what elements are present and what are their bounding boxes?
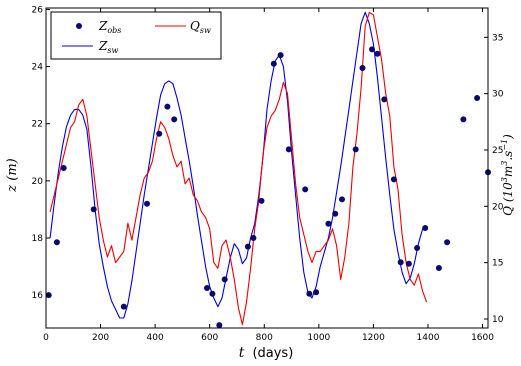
series-clip-group bbox=[49, 11, 428, 326]
plot-background bbox=[46, 8, 488, 328]
data-point-zobs bbox=[270, 60, 277, 67]
data-point-zobs bbox=[209, 290, 216, 297]
data-point-zobs bbox=[444, 239, 451, 246]
legend-label-zobs: Zobs bbox=[98, 19, 121, 35]
y-axis-right-title: Q (103m3.s−1) bbox=[500, 134, 515, 216]
data-point-zobs bbox=[474, 95, 481, 101]
data-point-zobs bbox=[53, 239, 60, 246]
y-tick-label-right: 25 bbox=[492, 146, 503, 156]
y-tick-label-left: 20 bbox=[32, 177, 44, 187]
data-point-zobs bbox=[171, 116, 178, 123]
x-tick-label: 0 bbox=[43, 333, 49, 343]
legend-label-zsw: Zsw bbox=[98, 39, 118, 55]
y-tick-label-left: 16 bbox=[32, 291, 44, 301]
series-line-qsw bbox=[49, 11, 428, 326]
data-point-zobs bbox=[277, 52, 284, 59]
x-tick-label: 200 bbox=[92, 333, 109, 343]
data-point-zobs bbox=[244, 243, 251, 250]
x-tick-label: 1400 bbox=[417, 333, 440, 343]
legend-marker-zobs bbox=[76, 23, 82, 29]
data-point-zobs bbox=[156, 130, 163, 137]
x-axis-var: t bbox=[239, 345, 245, 361]
x-tick-label: 800 bbox=[256, 333, 273, 343]
y-axis-right-sup2: 3 bbox=[500, 161, 509, 166]
y-tick-label-left: 26 bbox=[32, 5, 44, 15]
data-point-zobs bbox=[144, 200, 150, 207]
data-point-zobs bbox=[405, 260, 412, 267]
data-point-zobs bbox=[325, 220, 332, 227]
data-point-zobs bbox=[306, 290, 313, 297]
data-point-zobs bbox=[60, 165, 67, 171]
y-axis-right-sup1: 3 bbox=[500, 177, 509, 182]
x-tick-label: 1600 bbox=[471, 333, 494, 343]
data-point-zobs bbox=[414, 245, 421, 251]
data-point-zobs bbox=[390, 176, 397, 183]
data-point-zobs bbox=[339, 196, 345, 203]
x-tick-label: 400 bbox=[147, 333, 164, 343]
y-tick-label-right: 35 bbox=[492, 33, 503, 43]
data-point-zobs bbox=[381, 96, 388, 103]
y-axis-right-end: ) bbox=[501, 134, 515, 140]
y-axis-right-mid2: .s bbox=[501, 151, 515, 161]
x-axis-title: t (days) bbox=[239, 342, 294, 361]
x-tick-label: 600 bbox=[201, 333, 218, 343]
legend-box bbox=[50, 11, 222, 60]
y-axis-left-title: z (m) bbox=[5, 158, 20, 192]
data-point-zobs bbox=[221, 276, 228, 283]
x-axis-unit: (days) bbox=[252, 346, 293, 361]
plot-frame bbox=[45, 7, 489, 329]
data-point-zobs bbox=[332, 210, 339, 217]
data-point-zobs bbox=[216, 322, 223, 329]
data-point-zobs bbox=[302, 186, 309, 193]
x-tick-label: 1000 bbox=[307, 333, 330, 343]
data-point-zobs bbox=[90, 206, 97, 213]
data-point-zobs bbox=[369, 46, 375, 53]
data-point-zobs bbox=[120, 303, 127, 310]
legend-label-qsw: Qsw bbox=[190, 19, 211, 35]
series-line-zsw bbox=[49, 11, 427, 319]
data-point-zobs bbox=[204, 285, 210, 291]
data-point-zobs bbox=[397, 259, 404, 266]
series-layer bbox=[45, 11, 491, 329]
y-tick-label-right: 10 bbox=[492, 315, 504, 325]
data-point-zobs bbox=[164, 103, 171, 110]
legend: Zobs Zsw Qsw bbox=[50, 11, 222, 60]
y-axis-right-base: Q (10 bbox=[501, 182, 515, 216]
y-tick-label-right: 30 bbox=[492, 90, 504, 100]
data-point-zobs bbox=[460, 116, 467, 123]
data-point-zobs bbox=[352, 146, 359, 153]
y-tick-label-left: 22 bbox=[32, 120, 43, 130]
data-point-zobs bbox=[359, 65, 366, 71]
y-tick-label-left: 24 bbox=[32, 63, 44, 73]
plot-area bbox=[46, 8, 488, 328]
y-tick-label-left: 18 bbox=[32, 234, 44, 244]
data-point-zobs bbox=[374, 50, 381, 57]
y-tick-label-right: 20 bbox=[492, 202, 504, 212]
data-point-zobs bbox=[258, 197, 265, 204]
data-point-zobs bbox=[422, 225, 429, 231]
y-axis-right-sup3: −1 bbox=[500, 139, 509, 151]
axes-layer: 0 200 400 600 800 1000 1200 1400 1600 16 18 20 22 24 2… bbox=[32, 5, 504, 343]
x-tick-label: 1200 bbox=[362, 333, 385, 343]
data-point-zobs bbox=[285, 146, 292, 153]
y-axis-right-mid: m bbox=[501, 166, 515, 177]
data-point-zobs bbox=[313, 289, 320, 296]
data-point-zobs bbox=[250, 235, 257, 241]
data-point-zobs bbox=[435, 265, 442, 271]
y-tick-label-right: 15 bbox=[492, 259, 503, 269]
